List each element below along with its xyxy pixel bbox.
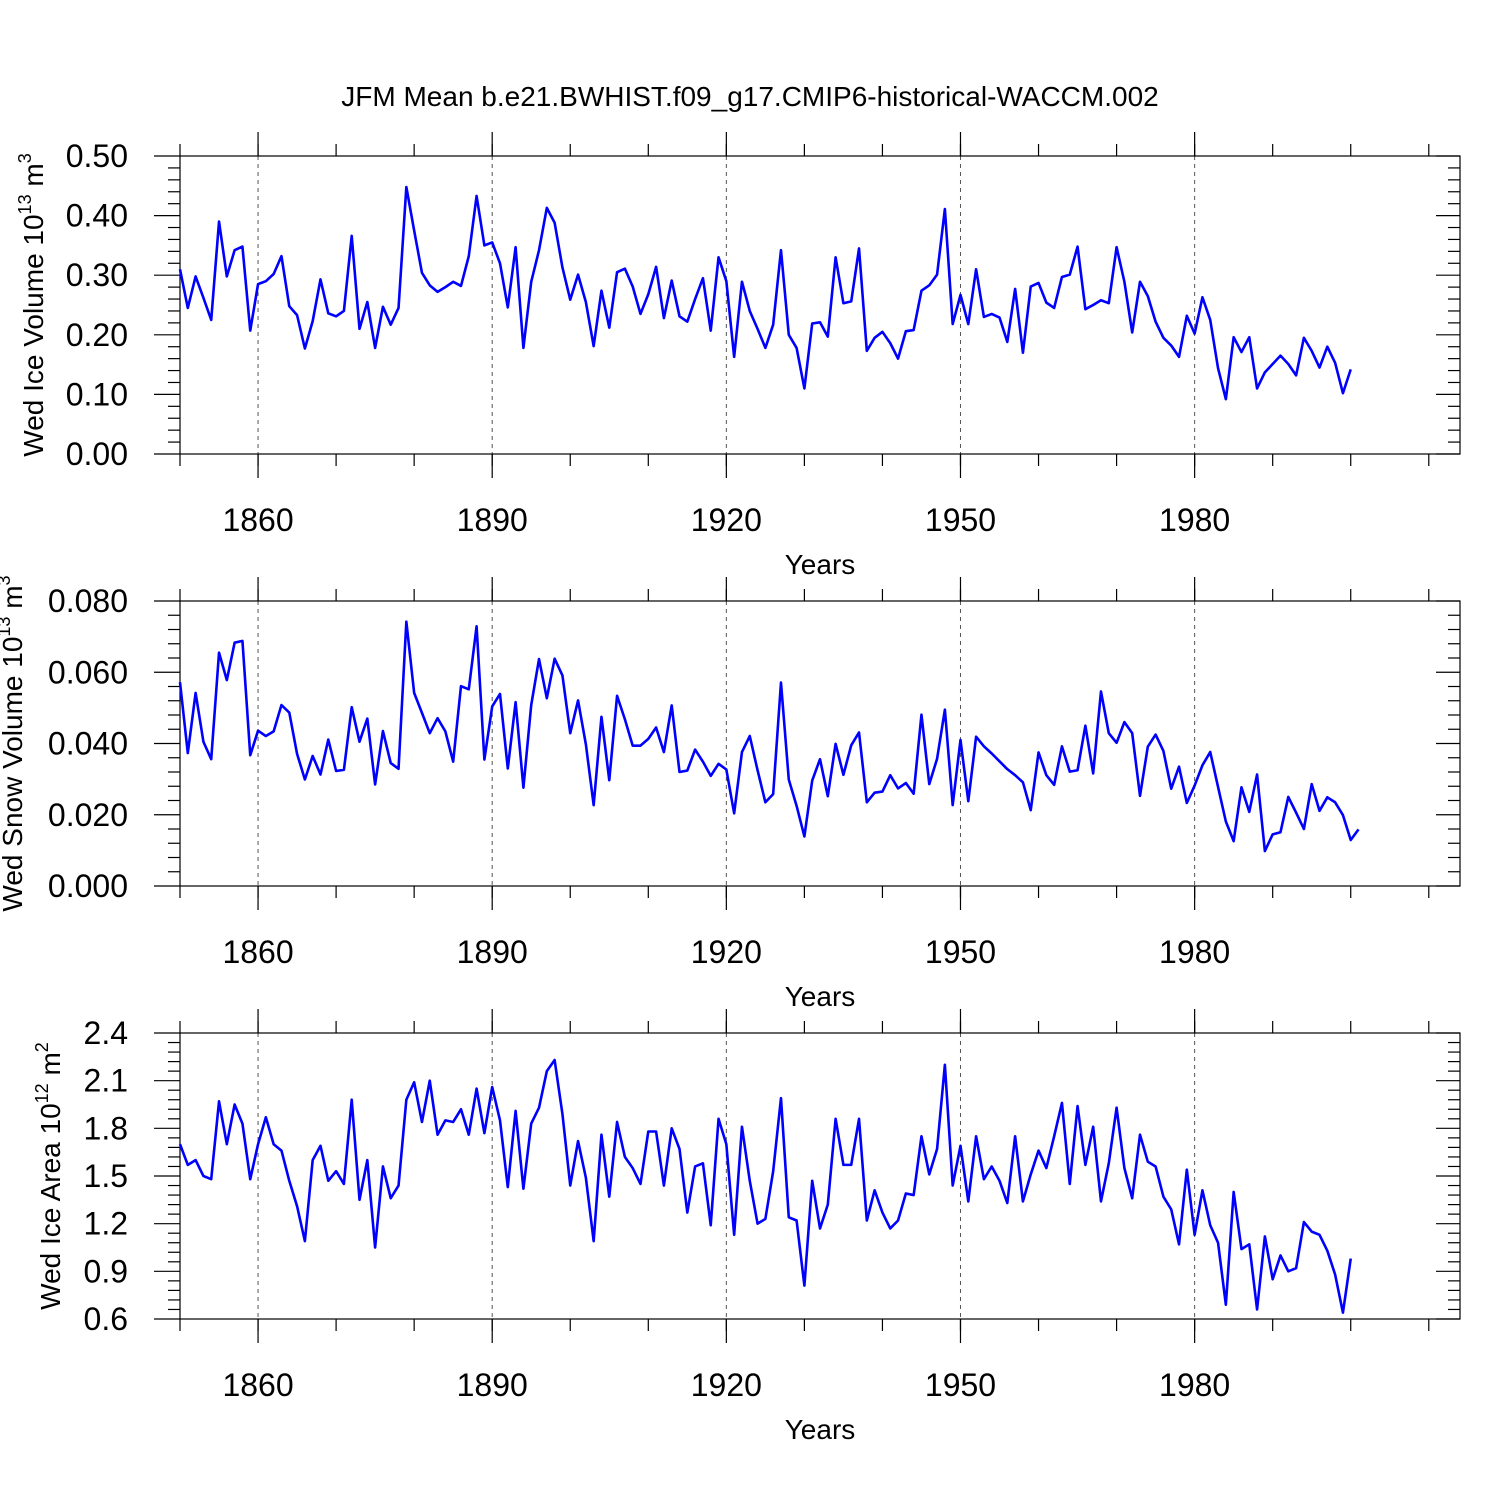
chart-title: JFM Mean b.e21.BWHIST.f09_g17.CMIP6-hist… — [341, 81, 1158, 112]
x-tick-label: 1890 — [457, 934, 528, 970]
y-tick-label: 0.080 — [48, 583, 128, 619]
y-tick-label: 0.10 — [66, 376, 128, 412]
y-tick-label: 0.020 — [48, 797, 128, 833]
y-tick-label: 0.00 — [66, 436, 128, 472]
y-axis-title: Wed Ice Area 1012 m2 — [32, 1042, 66, 1310]
x-axis-title: Years — [785, 1414, 856, 1445]
series-line — [178, 1058, 1353, 1314]
panel-2: 1860 1890 1920 1950 1980 0.000 0.020 0.040 0.060… — [0, 575, 1461, 1012]
y-tick-label: 0.060 — [48, 654, 128, 690]
y-tick-label: 1.5 — [84, 1158, 128, 1194]
x-tick-label: 1950 — [925, 1367, 996, 1403]
series-line — [178, 185, 1352, 401]
y-tick-label: 0.000 — [48, 868, 128, 904]
y-tick-label: 2.4 — [84, 1015, 128, 1051]
x-axis-title: Years — [785, 981, 856, 1012]
x-tick-label: 1890 — [457, 502, 528, 538]
x-axis-title: Years — [785, 549, 856, 580]
y-tick-label: 0.9 — [84, 1253, 128, 1289]
x-tick-label: 1920 — [691, 502, 762, 538]
x-tick-label: 1980 — [1159, 934, 1230, 970]
series-line — [178, 620, 1360, 853]
plot-frame — [179, 1032, 1461, 1320]
x-tick-label: 1860 — [222, 1367, 293, 1403]
y-tick-label: 2.1 — [84, 1063, 128, 1099]
x-tick-label: 1860 — [222, 934, 293, 970]
x-tick-label: 1920 — [691, 934, 762, 970]
y-tick-label: 0.40 — [66, 198, 128, 234]
y-tick-label: 1.8 — [84, 1110, 128, 1146]
panel-3: 1860 1890 1920 1950 1980 0.6 0.9 1.2 1.5 1.8 2.1 2.… — [32, 1009, 1461, 1445]
y-tick-label: 0.50 — [66, 138, 128, 174]
x-tick-label: 1950 — [925, 934, 996, 970]
y-tick-label: 0.6 — [84, 1301, 128, 1337]
y-tick-label: 0.20 — [66, 317, 128, 353]
x-tick-label: 1980 — [1159, 502, 1230, 538]
x-tick-label: 1950 — [925, 502, 996, 538]
y-tick-label: 0.040 — [48, 726, 128, 762]
x-tick-label: 1860 — [222, 502, 293, 538]
x-tick-label: 1890 — [457, 1367, 528, 1403]
panel-1: 1860 1890 1920 1950 1980 0.00 0.10 0.20 0.30 0.40… — [15, 132, 1461, 580]
x-tick-label: 1980 — [1159, 1367, 1230, 1403]
y-tick-label: 0.30 — [66, 257, 128, 293]
y-axis-title: Wed Ice Volume 1013 m3 — [15, 153, 49, 456]
x-tick-label: 1920 — [691, 1367, 762, 1403]
plot-frame — [179, 155, 1461, 455]
y-tick-label: 1.2 — [84, 1206, 128, 1242]
y-axis-title: Wed Snow Volume 1013 m3 — [0, 575, 28, 911]
